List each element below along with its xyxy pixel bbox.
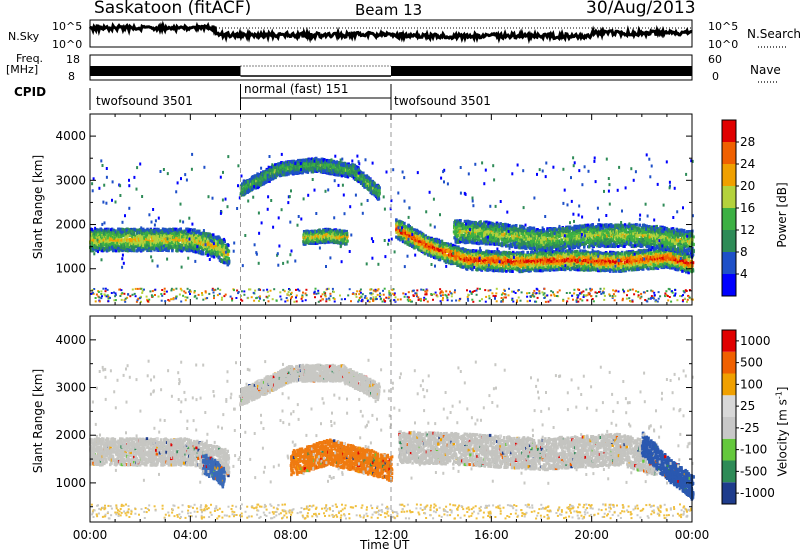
velocity-xtick-label: 12:00 <box>374 528 409 542</box>
velocity-colorbar-swatch <box>722 417 736 439</box>
nsearch-tick-bottom: 10^0 <box>708 38 738 51</box>
velocity-colorbar-label-tick: 25 <box>740 399 755 413</box>
freq-unit: [MHz] <box>6 63 38 76</box>
nsky-trace <box>88 20 693 45</box>
power-colorbar-label-tick: 20 <box>740 179 755 193</box>
freq-trace-1 <box>90 66 241 76</box>
nsearch-label: N.Search <box>747 27 800 41</box>
velocity-colorbar-swatch <box>722 373 736 396</box>
power-colorbar-label-tick: 12 <box>740 223 755 237</box>
velocity-colorbar-label-tick: 500 <box>740 356 763 370</box>
power-scatter <box>89 152 695 303</box>
nsearch-tick-top: 10^5 <box>708 20 738 33</box>
cpid-segment-3: twofsound 3501 <box>394 94 491 108</box>
velocity-colorbar-label-tick: 1000 <box>740 334 771 348</box>
velocity-ytick-label: 2000 <box>55 428 86 442</box>
power-colorbar-label-tick: 16 <box>740 201 755 215</box>
power-colorbar-label-tick: 28 <box>740 135 755 149</box>
velocity-colorbar-label-tick: -1000 <box>740 486 775 500</box>
velocity-colorbar-swatch <box>722 438 736 461</box>
nsky-label: N.Sky <box>8 30 39 43</box>
power-colorbar-swatch <box>722 186 736 208</box>
velocity-ytick-label: 4000 <box>55 333 86 347</box>
power-colorbar-swatch <box>722 252 736 274</box>
cpid-segment-1: twofsound 3501 <box>96 94 193 108</box>
power-colorbar-label-tick: 8 <box>740 245 748 259</box>
date-label: 30/Aug/2013 <box>586 0 696 18</box>
velocity-ytick-label: 3000 <box>55 381 86 395</box>
velocity-colorbar-swatch <box>722 330 736 352</box>
nave-tick-bottom: 0 <box>712 70 719 83</box>
nsky-tick-bottom: 10^0 <box>52 38 82 51</box>
power-ytick-label: 4000 <box>55 129 86 143</box>
cpid-segment-2: normal (fast) 151 <box>244 82 348 96</box>
velocity-colorbar-label-tick: -100 <box>740 443 767 457</box>
freq-label: Freq. <box>16 52 43 65</box>
velocity-ytick-label: 1000 <box>55 476 86 490</box>
velocity-xtick-label: 08:00 <box>273 528 308 542</box>
power-colorbar-label-tick: 24 <box>740 157 755 171</box>
velocity-colorbar-label-tick: -25 <box>740 421 760 435</box>
velocity-colorbar-swatch <box>722 351 736 374</box>
power-colorbar-swatch <box>722 208 736 230</box>
nave-tick-top: 60 <box>708 53 722 66</box>
power-colorbar-swatch <box>722 164 736 186</box>
velocity-xtick-label: 16:00 <box>474 528 509 542</box>
velocity-colorbar-label-tick: -500 <box>740 464 767 478</box>
velocity-colorbar-frame <box>721 329 737 505</box>
velocity-colorbar-swatch <box>722 482 736 504</box>
cpid-label: CPID <box>14 85 46 99</box>
velocity-colorbar-swatch <box>722 395 736 417</box>
power-ytick-label: 2000 <box>55 218 86 232</box>
time-xlabel: Time UT <box>360 538 409 552</box>
velocity-colorbar-swatch <box>722 460 736 483</box>
freq-trace-2 <box>391 66 692 76</box>
freq-tick-top: 18 <box>66 53 80 66</box>
velocity-xtick-label: 20:00 <box>574 528 609 542</box>
power-ytick-label: 1000 <box>55 262 86 276</box>
beam-label: Beam 13 <box>355 1 422 19</box>
plot-title: Saskatoon (fitACF) <box>94 0 251 18</box>
power-colorbar-swatch <box>722 230 736 252</box>
power-colorbar-label-tick: 4 <box>740 267 748 281</box>
velocity-scatter <box>89 358 695 520</box>
nsky-tick-top: 10^5 <box>52 20 82 33</box>
velocity-colorbar-label-tick: 100 <box>740 377 763 391</box>
velocity-xtick-label: 00:00 <box>675 528 710 542</box>
power-colorbar-swatch <box>722 274 736 296</box>
velocity-xtick-label: 04:00 <box>173 528 208 542</box>
power-colorbar-swatch <box>722 142 736 164</box>
velocity-xtick-label: 00:00 <box>73 528 108 542</box>
nave-label: Nave <box>750 63 781 77</box>
power-colorbar-swatch <box>722 120 736 142</box>
freq-tick-bottom: 8 <box>68 70 75 83</box>
power-ytick-label: 3000 <box>55 173 86 187</box>
